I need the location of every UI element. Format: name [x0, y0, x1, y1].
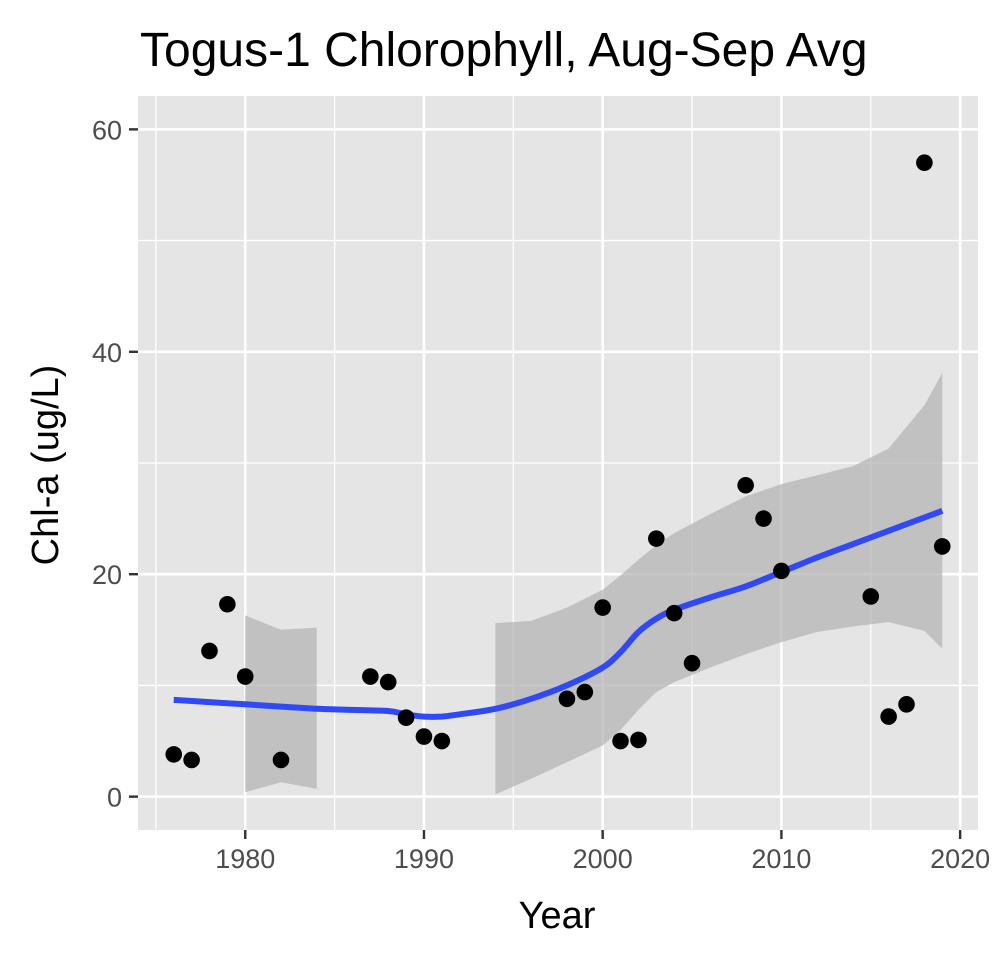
data-point	[773, 562, 790, 580]
data-point	[630, 731, 647, 749]
data-point	[898, 696, 915, 713]
data-point	[594, 599, 611, 616]
x-tick-label: 2020	[930, 844, 990, 874]
x-axis: 1980 1990 2000 2010 2020	[215, 830, 990, 874]
data-point	[612, 732, 629, 750]
x-axis-title: Year	[519, 895, 596, 937]
data-points	[165, 154, 951, 769]
data-point	[165, 746, 183, 763]
data-point	[415, 728, 433, 745]
data-point	[201, 642, 218, 660]
x-tick-label: 2000	[573, 844, 633, 874]
data-point	[755, 510, 772, 527]
y-axis: 0 20 40 60	[92, 115, 138, 813]
plot-panel	[138, 96, 978, 830]
data-point	[665, 604, 683, 622]
data-point	[862, 588, 880, 605]
data-point	[576, 683, 594, 701]
data-point	[647, 530, 665, 547]
y-tick-label: 40	[92, 338, 122, 368]
data-point	[933, 538, 951, 555]
data-point	[433, 732, 451, 750]
data-point	[683, 654, 701, 672]
data-point	[379, 673, 397, 691]
y-tick-label: 20	[92, 560, 122, 590]
data-point	[236, 668, 254, 685]
smooth-trend-line	[173, 507, 944, 720]
y-axis-title: Chl-a (ug/L)	[25, 365, 67, 566]
x-tick-label: 1980	[215, 844, 275, 874]
confidence-band	[495, 372, 943, 795]
y-tick-label: 0	[107, 783, 122, 813]
chart-title: Togus-1 Chlorophyll, Aug-Sep Avg	[140, 24, 868, 77]
data-point	[362, 668, 379, 685]
data-point	[916, 154, 933, 172]
y-tick-label: 60	[92, 115, 122, 145]
data-point	[183, 751, 200, 769]
data-point	[397, 709, 415, 726]
data-point	[880, 708, 897, 725]
data-point	[558, 690, 576, 708]
data-point	[272, 751, 290, 769]
data-point	[219, 595, 236, 613]
data-point	[737, 476, 754, 494]
x-tick-label: 1990	[394, 844, 454, 874]
x-tick-label: 2010	[751, 844, 811, 874]
